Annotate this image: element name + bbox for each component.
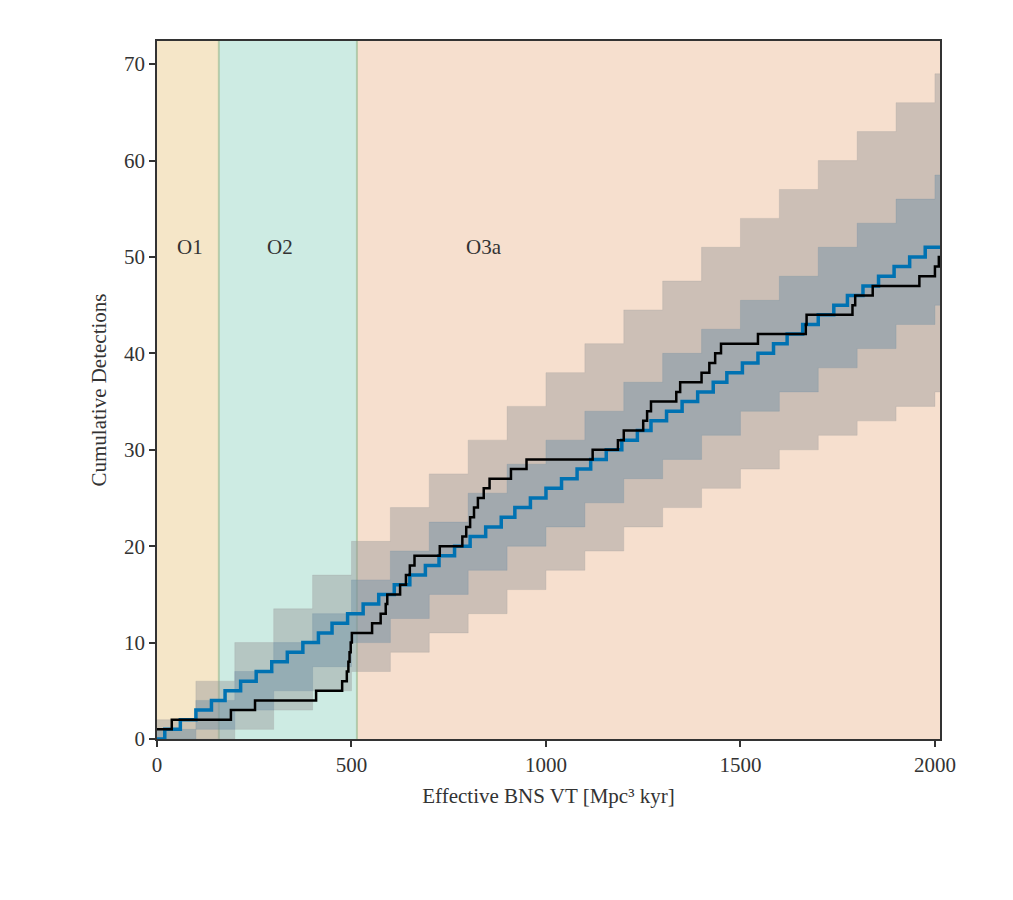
svg-text:Cumulative Detections: Cumulative Detections: [87, 293, 111, 486]
svg-text:10: 10: [124, 631, 145, 655]
svg-text:70: 70: [124, 52, 145, 76]
svg-text:30: 30: [124, 438, 145, 462]
svg-text:0: 0: [135, 727, 146, 751]
svg-text:40: 40: [124, 342, 145, 366]
svg-text:O3a: O3a: [466, 235, 502, 259]
svg-text:Effective BNS VT [Mpc³ kyr]: Effective BNS VT [Mpc³ kyr]: [422, 784, 674, 808]
svg-text:20: 20: [124, 535, 145, 559]
svg-text:1000: 1000: [525, 753, 567, 777]
svg-text:O1: O1: [177, 235, 203, 259]
svg-text:60: 60: [124, 149, 145, 173]
svg-text:2000: 2000: [914, 753, 956, 777]
svg-text:1500: 1500: [719, 753, 761, 777]
svg-text:0: 0: [152, 753, 163, 777]
svg-text:50: 50: [124, 245, 145, 269]
svg-text:500: 500: [336, 753, 368, 777]
svg-text:O2: O2: [267, 235, 293, 259]
